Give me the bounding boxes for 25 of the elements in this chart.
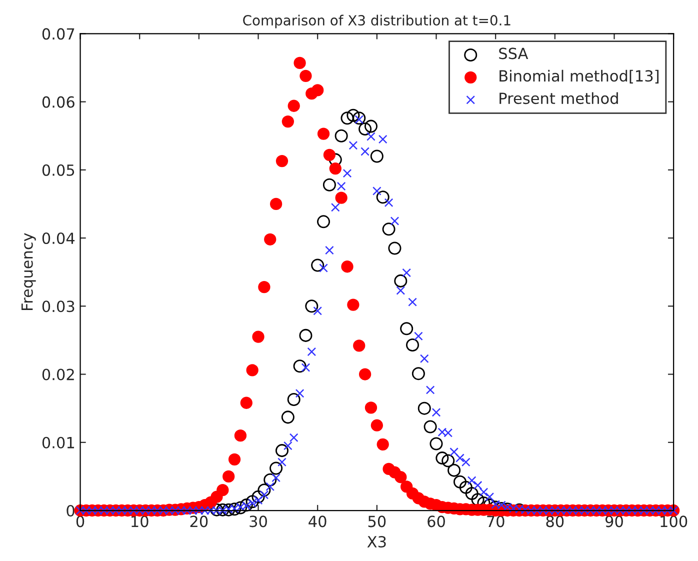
y-tick-label: 0.05: [42, 164, 74, 176]
legend-label: Binomial method[13]: [500, 70, 659, 84]
legend-label: SSA: [499, 48, 528, 60]
x-tick-label: 40: [308, 516, 326, 528]
x-tick-label: 10: [132, 516, 148, 528]
y-tick-label: 0.04: [42, 232, 75, 244]
x-tick-label: 90: [605, 516, 623, 528]
x-tick-label: 30: [250, 516, 267, 528]
y-axis-title: Frequency: [22, 233, 36, 310]
x-tick-label: 70: [487, 516, 504, 528]
x-tick-label: 100: [660, 516, 688, 528]
x-tick-label: 60: [428, 516, 445, 528]
y-tick-label: 0: [66, 504, 74, 517]
legend-label: Present method: [500, 92, 618, 104]
x-tick-label: 20: [190, 516, 208, 528]
y-tick-label: 0.06: [42, 96, 74, 108]
x-axis-title: X3: [367, 536, 386, 548]
x-tick-label: 0: [76, 516, 84, 528]
x-tick-label: 80: [546, 516, 564, 528]
chart-title: Comparison of X3 distribution at t=0.1: [243, 14, 510, 28]
y-tick-label: 0.01: [42, 436, 74, 448]
y-tick-label: 0.03: [42, 300, 74, 312]
y-tick-label: 0.02: [42, 368, 74, 380]
x-tick-label: 50: [368, 516, 386, 528]
y-tick-label: 0.07: [42, 28, 74, 40]
